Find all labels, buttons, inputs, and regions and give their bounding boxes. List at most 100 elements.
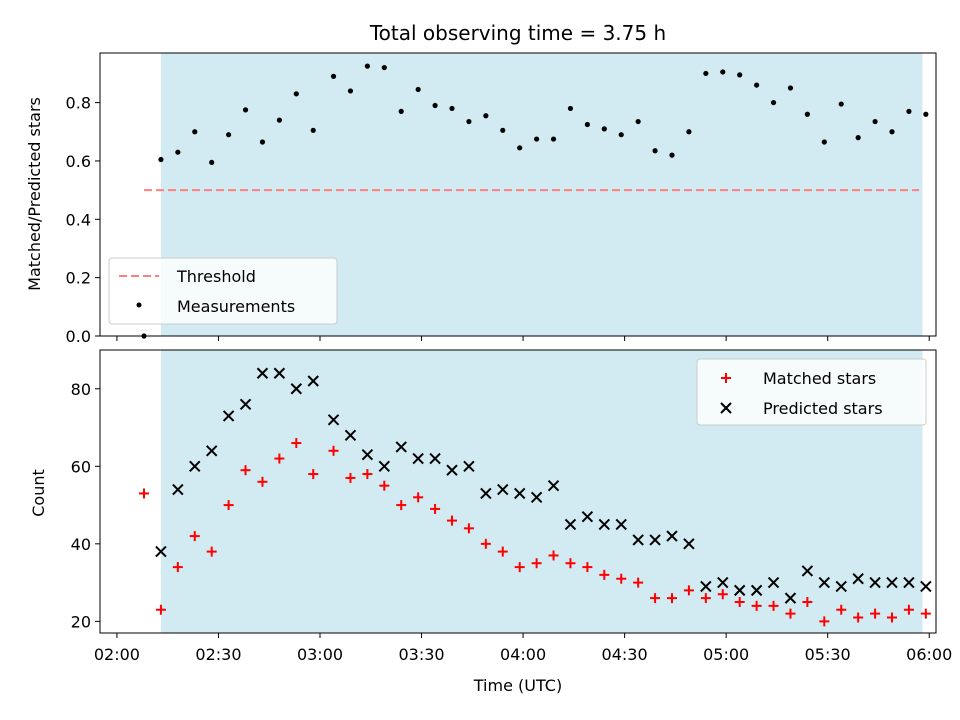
bottom-y-tick-label: 40 (71, 535, 91, 554)
measurement-point (415, 86, 421, 93)
matched-star-point (870, 608, 881, 619)
matched-star-point (751, 600, 762, 611)
matched-star-point (548, 550, 559, 561)
measurement-point (703, 70, 709, 77)
top-y-tick-label: 0.4 (66, 210, 91, 229)
x-tick-label: 03:30 (398, 645, 444, 664)
measurement-point (635, 118, 641, 125)
predicted-star-point (632, 534, 644, 546)
threshold-legend-label: Threshold (176, 267, 256, 286)
matched-star-point (785, 608, 796, 619)
matched-star-point (717, 589, 728, 600)
measurement-point (192, 129, 198, 135)
predicted-star-point (155, 545, 167, 558)
measurement-point (381, 64, 387, 71)
predicted-star-point (750, 584, 763, 597)
predicted-star-point (598, 518, 611, 531)
matched-star-point (155, 604, 166, 615)
measurement-point (906, 108, 912, 114)
matched-star-point (447, 515, 457, 526)
predicted-star-point (717, 576, 729, 589)
matched-star-point (683, 585, 694, 596)
matched-star-point (257, 476, 268, 487)
measurement-point (838, 101, 844, 107)
measurement-point (669, 152, 675, 158)
measurement-point (500, 127, 506, 133)
predicted-star-point (513, 487, 526, 500)
measurement-point (567, 105, 574, 112)
measurement-point (534, 136, 540, 142)
measurement-point (158, 156, 164, 163)
measurement-point (686, 129, 692, 135)
predicted-star-point (412, 452, 424, 465)
matched-star-point (582, 562, 593, 573)
predicted-star-point (818, 576, 831, 589)
predicted-star-point (649, 534, 661, 546)
matched-star-point (819, 616, 830, 627)
matched-star-point (565, 558, 576, 569)
measurement-point (821, 139, 827, 145)
bottom-y-axis-label: Count (29, 469, 48, 517)
predicted-star-point (615, 518, 627, 531)
predicted-star-point (666, 530, 678, 542)
matched-star-point (362, 469, 373, 480)
bottom-legend-box (696, 358, 927, 426)
predicted-star-point (327, 414, 340, 426)
measurement-point (855, 135, 861, 141)
measurements-legend-swatch (136, 302, 142, 308)
matched-star-point (616, 573, 627, 584)
matched-star-point (345, 472, 356, 483)
chart-title: Total observing time = 3.75 h (369, 21, 666, 45)
measurement-point (517, 145, 523, 151)
x-axis-label: Time (UTC) (473, 676, 562, 695)
measurement-point (209, 159, 215, 166)
measurement-point (770, 99, 777, 106)
predicted-star-point (463, 460, 475, 473)
predicted-star-point (344, 429, 357, 441)
matched-star-point (274, 453, 285, 464)
measurement-point (483, 113, 489, 119)
matched-star-point (291, 438, 302, 449)
predicted-star-point (581, 510, 594, 523)
matched-star-point (206, 546, 217, 557)
measurement-point (330, 73, 337, 79)
matched-star-point (139, 488, 149, 499)
bottom-axes-frame (99, 349, 937, 634)
measurement-point (242, 107, 249, 113)
matched-star-point (514, 562, 525, 573)
predicted-star-point (205, 445, 218, 457)
bottom-y-tick-label: 20 (71, 612, 91, 631)
measurement-point (347, 88, 354, 94)
measurement-point (584, 121, 590, 128)
measurement-point (310, 127, 316, 133)
predicted-star-point (395, 441, 407, 453)
measurements-legend-label: Measurements (177, 297, 295, 316)
predicted-star-point (852, 573, 864, 585)
matched-star-point (599, 569, 610, 580)
matched-star-point (734, 596, 745, 607)
predicted-star-point (903, 576, 915, 589)
predicted-star-point (869, 576, 881, 589)
x-tick-label: 03:00 (297, 645, 343, 664)
measurement-point (923, 111, 929, 117)
predicted-star-point (886, 576, 898, 589)
top-legend-box (108, 257, 338, 325)
measurement-point (398, 108, 404, 114)
predicted-star-point (547, 479, 560, 492)
x-tick-label: 04:00 (500, 645, 546, 664)
predicted-star-point (767, 576, 780, 589)
x-tick-label: 02:30 (195, 645, 241, 664)
matched-star-point (379, 480, 390, 491)
predicted-star-point (256, 367, 269, 379)
top-y-tick-label: 0.8 (66, 94, 91, 113)
measurement-point (652, 148, 658, 154)
measurement-point (889, 129, 895, 135)
top-y-axis-label: Matched/Predicted stars (25, 97, 44, 291)
measurement-point (466, 118, 472, 125)
measurement-point (787, 85, 794, 91)
matched-legend-swatch (721, 373, 731, 383)
matched-legend-label: Matched stars (763, 369, 876, 388)
predicted-star-point (222, 410, 235, 422)
measurement-point (449, 105, 455, 112)
x-tick-label: 05:30 (805, 645, 851, 664)
